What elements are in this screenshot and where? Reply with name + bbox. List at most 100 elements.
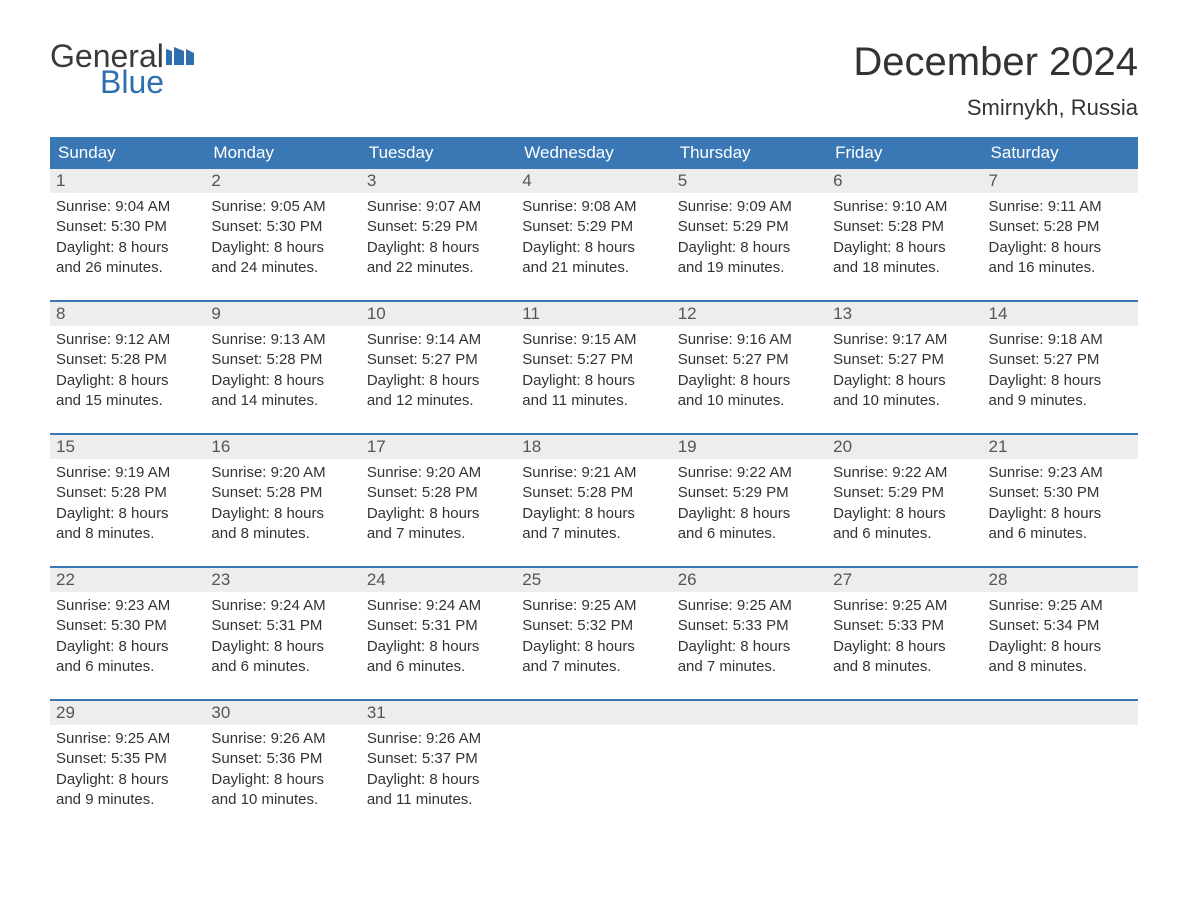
day-d1: Daylight: 8 hours (833, 371, 976, 391)
day-d2: and 26 minutes. (56, 258, 199, 278)
day-body: Sunrise: 9:19 AMSunset: 5:28 PMDaylight:… (50, 459, 205, 552)
day-d2: and 8 minutes. (833, 657, 976, 677)
day-d1: Daylight: 8 hours (56, 504, 199, 524)
day-body: Sunrise: 9:22 AMSunset: 5:29 PMDaylight:… (672, 459, 827, 552)
day-sunset: Sunset: 5:30 PM (989, 483, 1132, 503)
day-body: Sunrise: 9:25 AMSunset: 5:32 PMDaylight:… (516, 592, 671, 685)
day-d2: and 10 minutes. (833, 391, 976, 411)
logo-word-blue: Blue (100, 66, 194, 98)
day-cell: 7Sunrise: 9:11 AMSunset: 5:28 PMDaylight… (983, 169, 1138, 286)
day-number-row: 29 (50, 701, 205, 725)
day-number: 21 (989, 437, 1008, 456)
day-cell: 13Sunrise: 9:17 AMSunset: 5:27 PMDayligh… (827, 302, 982, 419)
day-sunset: Sunset: 5:28 PM (211, 350, 354, 370)
day-d2: and 15 minutes. (56, 391, 199, 411)
day-number: 31 (367, 703, 386, 722)
day-header-cell: Monday (205, 137, 360, 169)
day-sunset: Sunset: 5:28 PM (56, 483, 199, 503)
day-number-row: 22 (50, 568, 205, 592)
day-number: 16 (211, 437, 230, 456)
day-sunrise: Sunrise: 9:08 AM (522, 197, 665, 217)
day-d2: and 10 minutes. (211, 790, 354, 810)
day-cell: 25Sunrise: 9:25 AMSunset: 5:32 PMDayligh… (516, 568, 671, 685)
day-header-cell: Wednesday (516, 137, 671, 169)
day-cell: 2Sunrise: 9:05 AMSunset: 5:30 PMDaylight… (205, 169, 360, 286)
day-d2: and 8 minutes. (211, 524, 354, 544)
day-body: Sunrise: 9:07 AMSunset: 5:29 PMDaylight:… (361, 193, 516, 286)
day-number: 9 (211, 304, 220, 323)
day-number-row: 21 (983, 435, 1138, 459)
day-sunrise: Sunrise: 9:23 AM (56, 596, 199, 616)
day-number-row: 1 (50, 169, 205, 193)
day-cell: 4 Sunrise: 9:08 AMSunset: 5:29 PMDaylight… (516, 169, 671, 286)
day-number: 4 (522, 171, 531, 190)
day-sunset: Sunset: 5:30 PM (56, 616, 199, 636)
day-body: Sunrise: 9:24 AMSunset: 5:31 PMDaylight:… (205, 592, 360, 685)
day-cell: 9Sunrise: 9:13 AMSunset: 5:28 PMDaylight… (205, 302, 360, 419)
day-d1: Daylight: 8 hours (678, 371, 821, 391)
day-sunrise: Sunrise: 9:20 AM (367, 463, 510, 483)
calendar: SundayMondayTuesdayWednesdayThursdayFrid… (50, 137, 1138, 818)
day-body: Sunrise: 9:23 AMSunset: 5:30 PMDaylight:… (983, 459, 1138, 552)
day-sunrise: Sunrise: 9:25 AM (56, 729, 199, 749)
day-d2: and 16 minutes. (989, 258, 1132, 278)
day-d1: Daylight: 8 hours (678, 238, 821, 258)
day-cell: 17Sunrise: 9:20 AMSunset: 5:28 PMDayligh… (361, 435, 516, 552)
day-body: Sunrise: 9:08 AMSunset: 5:29 PMDaylight:… (516, 193, 671, 286)
day-sunset: Sunset: 5:28 PM (833, 217, 976, 237)
day-sunrise: Sunrise: 9:05 AM (211, 197, 354, 217)
day-cell: 16Sunrise: 9:20 AMSunset: 5:28 PMDayligh… (205, 435, 360, 552)
day-number-row: 3 (361, 169, 516, 193)
day-d2: and 6 minutes. (678, 524, 821, 544)
day-cell: 29Sunrise: 9:25 AMSunset: 5:35 PMDayligh… (50, 701, 205, 818)
day-d1: Daylight: 8 hours (989, 637, 1132, 657)
day-sunset: Sunset: 5:33 PM (678, 616, 821, 636)
day-body: Sunrise: 9:14 AMSunset: 5:27 PMDaylight:… (361, 326, 516, 419)
day-cell: 12Sunrise: 9:16 AMSunset: 5:27 PMDayligh… (672, 302, 827, 419)
day-d1: Daylight: 8 hours (678, 637, 821, 657)
header: General Blue December 2024 Smirnykh, Rus… (50, 40, 1138, 129)
day-number-row: . (672, 701, 827, 725)
week-row: 29 Sunrise: 9:25 AMSunset: 5:35 PM Dayligh… (50, 699, 1138, 818)
day-cell: 22Sunrise: 9:23 AMSunset: 5:30 PMDayligh… (50, 568, 205, 685)
day-body: Sunrise: 9:21 AMSunset: 5:28 PMDaylight:… (516, 459, 671, 552)
day-sunset: Sunset: 5:27 PM (522, 350, 665, 370)
day-d2: and 6 minutes. (367, 657, 510, 677)
day-sunset: Sunset: 5:28 PM (989, 217, 1132, 237)
day-sunset: Sunset: 5:34 PM (989, 616, 1132, 636)
day-number-row: 16 (205, 435, 360, 459)
day-d1: Daylight: 8 hours (367, 504, 510, 524)
day-sunrise: Sunrise: 9:16 AM (678, 330, 821, 350)
day-sunrise: Sunrise: 9:20 AM (211, 463, 354, 483)
day-d1: Daylight: 8 hours (989, 238, 1132, 258)
day-body: Sunrise: 9:23 AMSunset: 5:30 PMDaylight:… (50, 592, 205, 685)
day-number: 7 (989, 171, 998, 190)
day-number-row: 13 (827, 302, 982, 326)
day-sunrise: Sunrise: 9:19 AM (56, 463, 199, 483)
day-d1: Daylight: 8 hours (56, 371, 199, 391)
day-body: Sunrise: 9:22 AMSunset: 5:29 PMDaylight:… (827, 459, 982, 552)
day-d1: Daylight: 8 hours (522, 371, 665, 391)
week-row: 8Sunrise: 9:12 AMSunset: 5:28 PMDaylight… (50, 300, 1138, 419)
day-d2: and 24 minutes. (211, 258, 354, 278)
day-sunrise: Sunrise: 9:07 AM (367, 197, 510, 217)
day-d1: Daylight: 8 hours (367, 371, 510, 391)
day-d2: and 10 minutes. (678, 391, 821, 411)
day-body: Sunrise: 9:25 AMSunset: 5:33 PMDaylight:… (827, 592, 982, 685)
day-d2: and 22 minutes. (367, 258, 510, 278)
day-cell: 15Sunrise: 9:19 AMSunset: 5:28 PMDayligh… (50, 435, 205, 552)
day-cell: 14Sunrise: 9:18 AMSunset: 5:27 PMDayligh… (983, 302, 1138, 419)
day-cell: 10Sunrise: 9:14 AMSunset: 5:27 PMDayligh… (361, 302, 516, 419)
day-d1: Daylight: 8 hours (211, 770, 354, 790)
day-cell: 6Sunrise: 9:10 AMSunset: 5:28 PMDaylight… (827, 169, 982, 286)
day-number: 24 (367, 570, 386, 589)
day-sunrise: Sunrise: 9:09 AM (678, 197, 821, 217)
day-sunset: Sunset: 5:27 PM (678, 350, 821, 370)
day-d2: and 11 minutes. (522, 391, 665, 411)
day-sunset: Sunset: 5:35 PM (56, 749, 199, 769)
logo: General Blue (50, 40, 194, 98)
day-cell: 27Sunrise: 9:25 AMSunset: 5:33 PMDayligh… (827, 568, 982, 685)
day-d2: and 12 minutes. (367, 391, 510, 411)
day-d2: and 14 minutes. (211, 391, 354, 411)
day-sunset: Sunset: 5:29 PM (833, 483, 976, 503)
